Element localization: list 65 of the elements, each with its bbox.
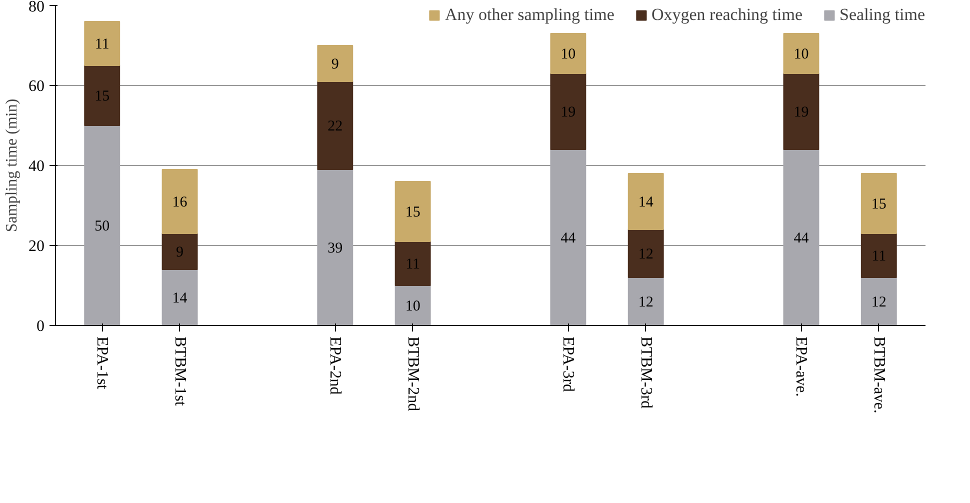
bar [860,233,897,278]
x-tick-label: EPA-ave. [792,336,810,397]
legend-label: Any other sampling time [444,5,614,25]
y-tick-label: 40 [28,158,44,175]
x-tick-label: EPA-2nd [326,336,344,395]
bar [162,233,198,270]
bar [783,149,820,326]
data-label: 16 [172,194,188,210]
bar [317,45,354,82]
bar [394,241,431,286]
data-label: 44 [560,230,576,246]
y-tick-label: 60 [28,78,44,95]
x-tick-label: BTBM-3rd [637,336,654,408]
bar [783,33,820,74]
bar [84,65,120,126]
data-label: 11 [872,248,886,264]
data-label: 10 [560,46,576,62]
bar [783,73,820,150]
data-label: 12 [638,246,654,262]
y-axis-title: Sampling time (min) [4,98,20,232]
data-label: 39 [328,240,343,256]
data-label: 15 [871,196,886,212]
x-tick-label: BTBM-ave. [870,336,888,414]
data-label: 14 [172,290,188,306]
data-label: 19 [794,104,809,120]
bar [317,169,354,326]
legend-label: Sealing time [840,5,925,25]
y-tick-label: 0 [36,318,44,335]
data-label: 44 [794,230,810,246]
data-label: 11 [406,256,420,272]
legend-label: Oxygen reaching time [651,5,803,25]
bar [84,21,120,66]
bar [394,181,431,242]
data-label: 12 [638,294,654,310]
bar [162,269,198,326]
data-label: 10 [405,298,420,314]
bar [860,277,897,326]
y-tick-label: 80 [28,0,44,16]
data-label: 22 [328,118,343,134]
x-tick-label: BTBM-1st [171,336,188,406]
data-label: 9 [176,244,184,260]
data-label: 50 [94,218,110,234]
data-label: 19 [560,104,576,120]
x-tick-label: EPA-3rd [560,336,577,392]
bar [317,81,354,170]
data-label: 12 [871,294,886,310]
bar [550,149,586,326]
x-tick-label: EPA-1st [94,336,111,390]
bar [628,173,664,230]
data-label: 11 [94,36,110,52]
bar [84,125,120,326]
data-label: 9 [331,56,339,72]
data-label: 15 [405,204,420,220]
x-tick-label: BTBM-2nd [404,336,422,412]
bar [628,277,664,326]
bar [394,285,431,326]
bar [860,173,897,234]
data-label: 14 [638,194,654,210]
bar [550,33,586,74]
data-label: 10 [794,46,809,62]
bar [628,229,664,278]
bar [550,73,586,150]
y-tick-label: 20 [28,238,44,255]
data-label: 15 [94,88,110,104]
bar [162,169,198,234]
